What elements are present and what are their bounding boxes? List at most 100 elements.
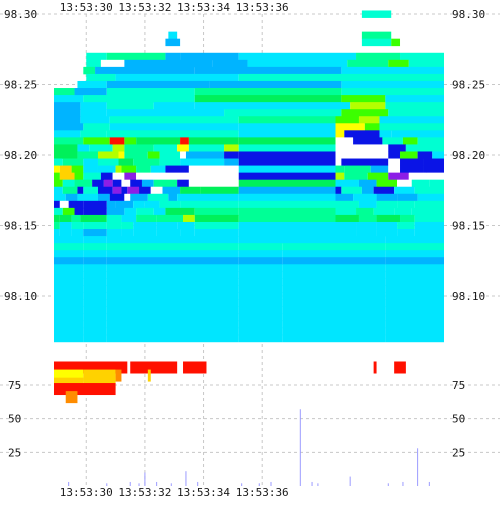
heatmap-cell	[335, 299, 386, 307]
heatmap-cell	[80, 130, 107, 138]
heatmap-cell	[106, 250, 239, 258]
heatmap-cell	[106, 299, 239, 307]
heatmap-cell	[400, 165, 424, 174]
heatmap-cell	[80, 116, 110, 124]
heatmap-cell	[417, 137, 444, 145]
heatmap-cell	[364, 123, 380, 131]
heatmap-cell	[54, 327, 84, 336]
heatmap-cell	[83, 66, 96, 75]
heatmap-cell	[385, 271, 444, 279]
heatmap-cell	[83, 271, 107, 279]
heatmap-cell	[341, 80, 444, 89]
heatmap-cell	[385, 264, 444, 272]
heatmap-cell	[80, 214, 107, 223]
heatmap-cell	[83, 221, 107, 230]
heatmap-cell	[83, 186, 98, 195]
heatmap-cell	[100, 59, 125, 68]
heatmap-cell	[62, 186, 78, 195]
heatmap-cell	[133, 229, 157, 237]
heatmap-cell	[83, 200, 107, 209]
heatmap-cell	[397, 200, 415, 209]
heatmap-cell	[358, 116, 380, 124]
heatmap-cell	[83, 299, 107, 307]
heatmap-cell	[385, 313, 444, 322]
heatmap-cell	[194, 207, 239, 216]
heatmap-cell	[80, 102, 107, 110]
heatmap-cell	[238, 221, 336, 230]
heatmap-cell	[350, 102, 386, 110]
heatmap-cell	[83, 137, 110, 145]
heatmap-cell	[54, 229, 60, 237]
heatmap-cell	[238, 327, 283, 336]
heatmap-cell	[121, 186, 128, 195]
heatmap-cell	[385, 257, 444, 265]
axis-labels: 13:53:30 13:53:30 13:53:32 13:53:32 13:53:34…	[4, 1, 485, 499]
volume-cell	[54, 383, 116, 396]
heatmap-cell	[397, 193, 418, 202]
heatmap-cell	[335, 130, 345, 138]
heatmap-cell	[411, 179, 430, 188]
heatmap-cell	[411, 207, 444, 216]
heatmap-cell	[77, 151, 98, 159]
heatmap-cell	[224, 144, 239, 152]
heatmap-cell	[83, 236, 107, 244]
heatmap-cell	[238, 299, 283, 307]
heatmap-cell	[385, 102, 444, 110]
heatmap-cell	[282, 299, 336, 307]
heatmap-cell	[136, 172, 160, 181]
heatmap-cell	[150, 186, 163, 195]
heatmap-cell	[83, 207, 107, 216]
heatmap-cell	[335, 214, 359, 223]
heatmap-cell	[54, 250, 84, 258]
heatmap-cell	[153, 207, 166, 216]
heatmap-cell	[97, 165, 116, 174]
y-tick-label: 98.20	[452, 149, 485, 162]
heatmap-cell	[358, 200, 377, 209]
heatmap-cell	[335, 327, 386, 336]
heatmap-cell	[54, 221, 60, 230]
heatmap-cell	[385, 243, 444, 251]
heatmap-cell	[71, 229, 84, 237]
heatmap-cell	[335, 285, 386, 293]
heatmap-cell	[282, 313, 336, 322]
heatmap-cell	[106, 200, 116, 209]
heatmap-cells	[54, 10, 444, 343]
heatmap-cell	[54, 207, 63, 216]
heatmap-cell	[83, 172, 101, 181]
heatmap-cell	[168, 31, 178, 40]
heatmap-cell	[335, 257, 386, 265]
heatmap-cell	[153, 102, 195, 110]
heatmap-cell	[385, 320, 444, 329]
heatmap-cell	[112, 172, 125, 181]
heatmap-cell	[54, 299, 84, 307]
heatmap-cell	[54, 165, 60, 174]
heatmap-cell	[341, 186, 362, 195]
heatmap-cell	[106, 320, 239, 329]
heatmap-cell	[59, 221, 72, 230]
heatmap-cell	[209, 80, 342, 89]
heatmap-cell	[335, 165, 345, 174]
heatmap-cell	[238, 264, 283, 272]
heatmap-cell	[282, 271, 336, 279]
heatmap-cell	[335, 144, 342, 152]
heatmap-cell	[238, 285, 283, 293]
heatmap-cell	[83, 158, 98, 166]
heatmap-cell	[238, 320, 283, 329]
heatmap-cell	[165, 38, 181, 47]
heatmap-cell	[139, 186, 151, 195]
heatmap-cell	[153, 179, 178, 188]
heatmap-cell	[238, 144, 336, 152]
heatmap-cell	[54, 236, 84, 244]
heatmap-cell	[106, 292, 239, 300]
heatmap-cell	[54, 123, 84, 131]
heatmap-cell	[335, 137, 354, 145]
heatmap-cell	[238, 158, 336, 166]
volume-cell	[147, 369, 151, 382]
y-tick-label: 98.15	[452, 220, 485, 233]
heatmap-cell	[335, 186, 342, 195]
heatmap-cell	[238, 334, 283, 343]
heatmap-cell	[341, 88, 444, 96]
volume-cell	[130, 361, 178, 374]
x-tick-label: 13:53:32	[118, 486, 171, 499]
heatmap-cell	[100, 172, 113, 181]
